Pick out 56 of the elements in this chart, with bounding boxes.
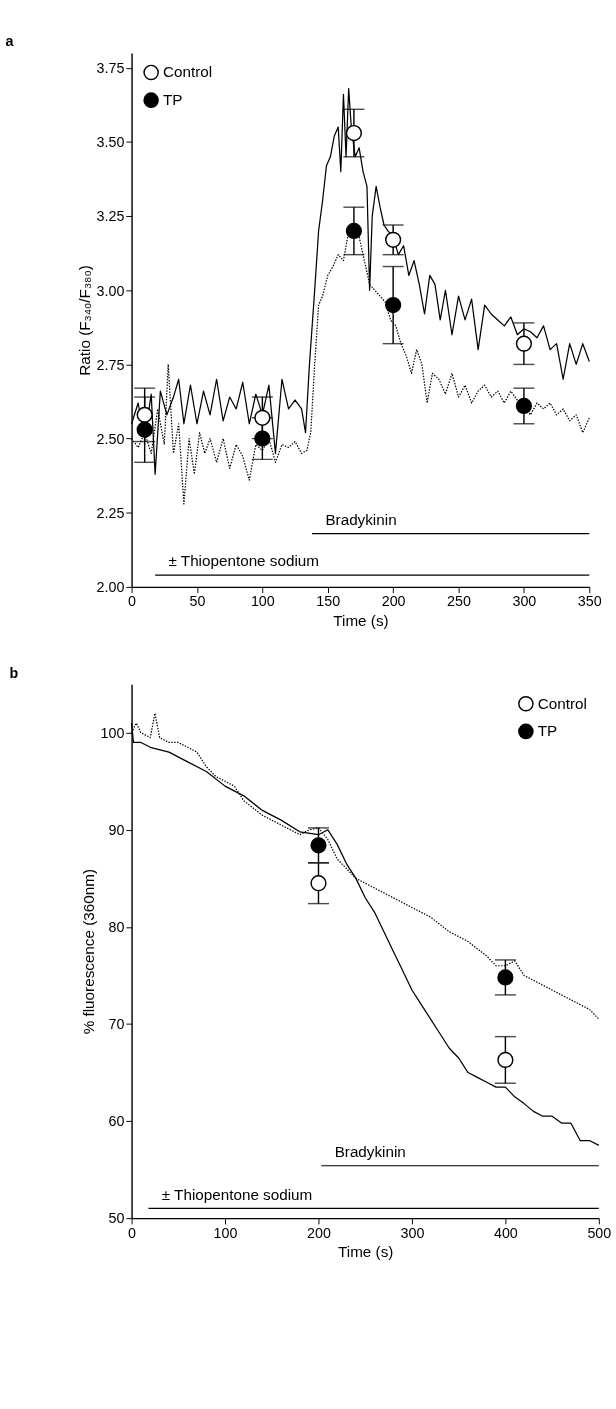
x-tick-label: 350: [577, 593, 602, 610]
point: [515, 397, 533, 415]
y-tick-label: 3.50: [96, 134, 125, 151]
point: [310, 875, 327, 892]
point: [515, 335, 533, 352]
point: [310, 837, 327, 854]
text: b: [9, 664, 19, 681]
x-axis-title: Time (s): [338, 1242, 394, 1260]
x-tick-label: 300: [400, 1224, 425, 1241]
y-tick-label: 2.75: [96, 356, 125, 373]
x-tick-label: 200: [307, 1224, 331, 1241]
y-tick-label: 60: [108, 1113, 125, 1130]
y-axis-title: Ratio (F₃₄₀/F₃₈₀): [75, 265, 93, 376]
y-tick-label: 2.50: [96, 430, 125, 447]
point: [345, 124, 363, 142]
point: [254, 430, 271, 447]
x-tick-label: 400: [493, 1224, 518, 1241]
x-tick-label: 150: [316, 593, 341, 610]
y-tick-label: 2.25: [96, 505, 125, 521]
y-tick-label: 90: [108, 822, 125, 839]
y-tick-label: 2.00: [96, 579, 125, 596]
x-tick-label: 250: [447, 593, 471, 610]
point: [497, 1051, 514, 1069]
y-tick-label: 3.25: [96, 208, 125, 225]
legend-label: TP: [537, 722, 558, 740]
y-axis-title: % fluorescence (360nm): [79, 869, 97, 1035]
y-tick-label: 3.75: [96, 60, 125, 77]
x-tick-label: 100: [213, 1224, 238, 1241]
x-tick-label: 0: [128, 1224, 137, 1241]
x-tick-label: 200: [381, 593, 406, 610]
x-tick-label: 500: [587, 1224, 612, 1241]
y-tick-label: 70: [108, 1016, 125, 1033]
x-tick-label: 100: [250, 593, 275, 610]
legend-label: Control: [163, 63, 213, 81]
legend-label: TP: [163, 90, 183, 108]
x-axis-title: Time (s): [333, 611, 389, 629]
text: a: [5, 33, 15, 50]
annotation: ± Thiopentone sodium: [168, 552, 320, 570]
point: [136, 421, 153, 438]
point: [254, 409, 271, 426]
x-tick-label: 0: [128, 593, 137, 610]
point: [345, 222, 363, 240]
point: [385, 231, 402, 248]
point: [136, 406, 153, 423]
x-tick-label: 50: [189, 593, 206, 610]
y-tick-label: 80: [108, 919, 125, 936]
annotation: Bradykinin: [325, 510, 397, 528]
annotation: Bradykinin: [334, 1143, 406, 1161]
point: [497, 969, 514, 986]
y-tick-label: 50: [108, 1210, 125, 1227]
x-tick-label: 300: [512, 593, 537, 610]
legend-label: Control: [537, 694, 587, 712]
point: [385, 297, 402, 314]
annotation: ± Thiopentone sodium: [161, 1185, 313, 1203]
y-tick-label: 3.00: [96, 282, 125, 299]
y-tick-label: 100: [100, 724, 125, 741]
